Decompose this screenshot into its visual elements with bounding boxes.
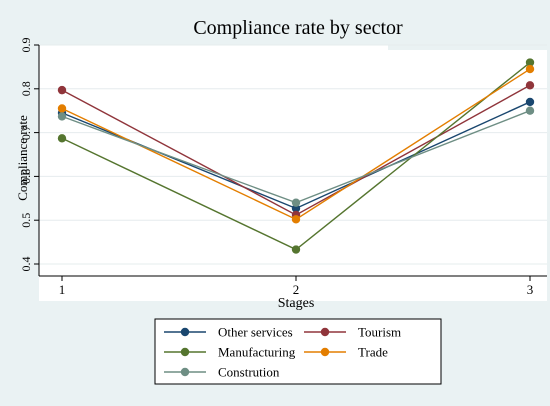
data-point[interactable]	[291, 215, 301, 224]
axes: 0.4 0.5 0.6 0.7 0.8 0.9 1 2 3	[19, 38, 547, 297]
legend-item: Other services	[164, 325, 293, 340]
y-tick-label: 0.8	[19, 81, 33, 96]
x-tick-label: 3	[527, 282, 534, 297]
x-tick-label: 1	[59, 282, 66, 297]
data-point[interactable]	[525, 81, 535, 90]
x-axis-label: Stages	[278, 296, 315, 311]
data-point[interactable]	[525, 58, 535, 67]
data-point[interactable]	[291, 198, 301, 207]
y-tick-label: 0.6	[19, 169, 33, 184]
data-point[interactable]	[57, 104, 67, 113]
legend-label: Other services	[218, 325, 293, 340]
legend-label: Trade	[358, 345, 388, 360]
y-axis-label: Compliance rate	[15, 115, 30, 201]
data-point[interactable]	[57, 134, 67, 143]
data-point[interactable]	[525, 64, 535, 74]
legend-marker	[320, 327, 330, 337]
data-point[interactable]	[57, 112, 67, 121]
legend-marker	[320, 347, 330, 357]
legend-label: Manufacturing	[218, 345, 296, 360]
gridlines	[39, 44, 547, 265]
legend-item: Manufacturing	[164, 345, 296, 360]
series-manufacturing	[57, 58, 535, 254]
legend-item: Trade	[304, 345, 388, 360]
plot-top-band	[388, 45, 547, 50]
y-tick-label: 0.5	[19, 213, 33, 228]
data-point[interactable]	[57, 85, 67, 95]
x-tick-label: 2	[293, 282, 300, 297]
legend-marker	[180, 347, 190, 357]
series-lines	[57, 58, 535, 254]
y-tick-label: 0.7	[19, 125, 33, 140]
plot-background	[39, 45, 547, 301]
legend: Other services Tourism Manufacturing Trade C…	[164, 325, 401, 380]
y-tick-label: 0.9	[19, 38, 33, 53]
data-point[interactable]	[525, 97, 535, 107]
legend-item: Constrution	[164, 365, 280, 380]
y-tick-label: 0.4	[19, 257, 33, 272]
chart-title: Compliance rate by sector	[193, 17, 403, 39]
legend-marker	[180, 327, 190, 337]
series-constrution	[57, 106, 535, 207]
legend-marker	[180, 367, 190, 377]
data-point[interactable]	[291, 245, 301, 254]
legend-label: Tourism	[358, 325, 401, 340]
legend-item: Tourism	[304, 325, 401, 340]
legend-label: Constrution	[218, 365, 280, 380]
data-point[interactable]	[525, 106, 535, 115]
